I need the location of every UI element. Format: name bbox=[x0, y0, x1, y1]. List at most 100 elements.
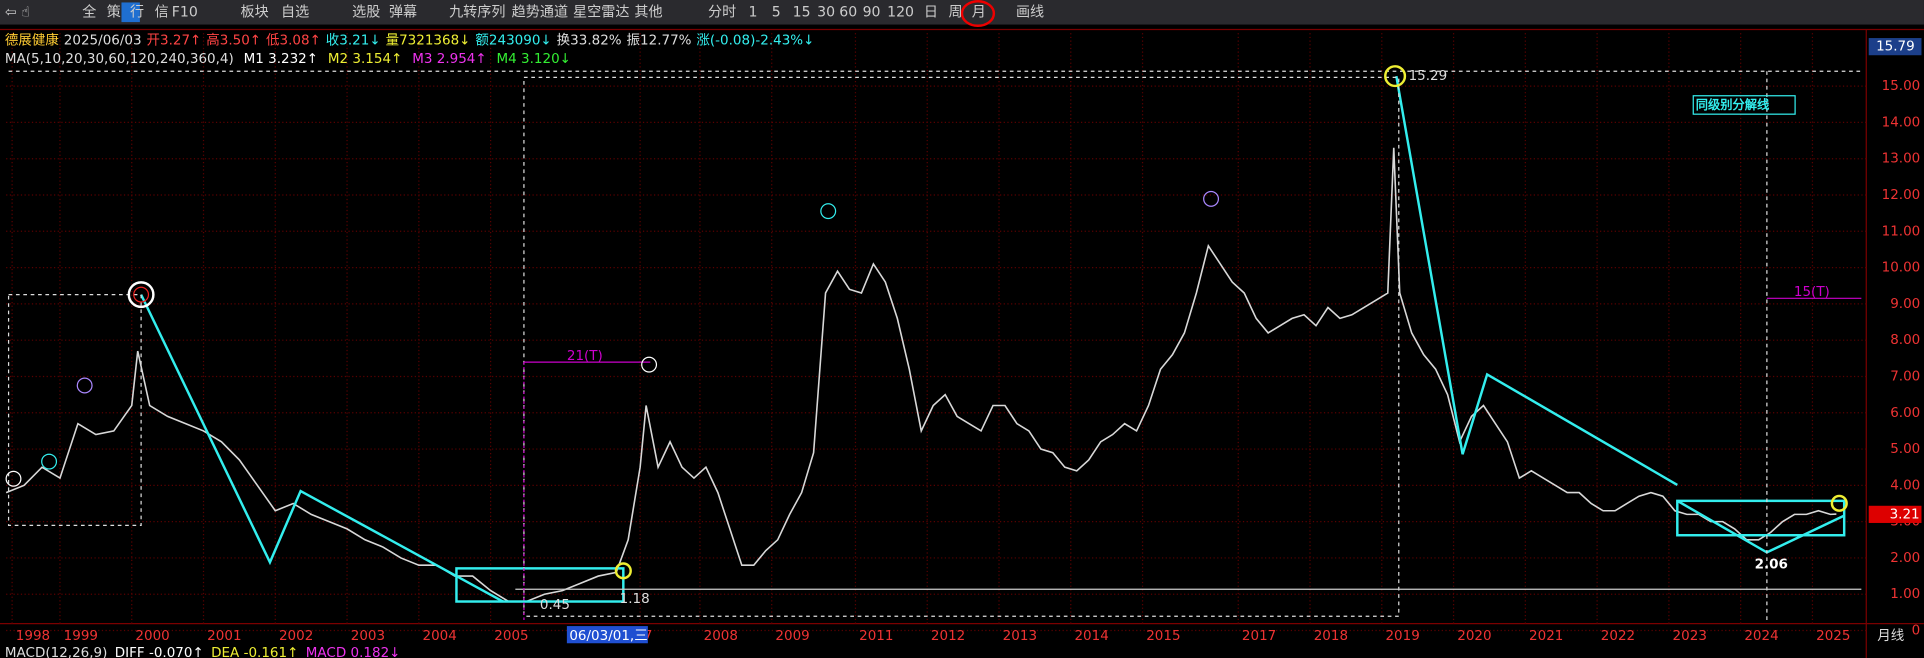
period: 月线 bbox=[1877, 628, 1904, 644]
marker bbox=[1203, 190, 1220, 207]
toolbar-item[interactable]: 周 bbox=[948, 4, 962, 20]
macd-field: DIFF -0.070↑ bbox=[115, 645, 204, 658]
toolbar-item[interactable]: 日 bbox=[924, 4, 938, 20]
toolbar-item[interactable]: 5 bbox=[772, 4, 781, 20]
toolbar-item[interactable]: 月 bbox=[972, 4, 986, 20]
x-tick-label: 2020 bbox=[1457, 628, 1491, 644]
x-tick-label: 2013 bbox=[1003, 628, 1037, 644]
toolbar-item[interactable]: 60 bbox=[839, 4, 857, 20]
ma-row: MA(5,10,20,30,60,120,240,360,4) M1 3.232↑… bbox=[5, 51, 571, 67]
x-tick-label: 2025 bbox=[1816, 628, 1850, 644]
toolbar-item[interactable]: 30 bbox=[817, 4, 835, 20]
y-tick-label: 14.00 bbox=[1882, 114, 1921, 130]
info-field: 高3.50↑ bbox=[206, 32, 261, 49]
y-tick-label: 11.00 bbox=[1882, 223, 1921, 239]
toolbar-item[interactable]: 其他 bbox=[634, 4, 662, 20]
cursor-box bbox=[566, 626, 648, 644]
trend-line bbox=[1676, 499, 1845, 554]
toolbar-item[interactable]: 120 bbox=[887, 4, 914, 20]
info-field: 额243090↓ bbox=[475, 33, 551, 49]
toolbar-item[interactable]: 选股 bbox=[352, 4, 380, 20]
info-row: 德展健康 2025/06/03 开3.27↑ 高3.50↑ 低3.08↑ 收3.21↓ 量7… bbox=[5, 32, 815, 49]
dashed-box bbox=[7, 294, 142, 527]
annotation: 21(T) bbox=[567, 348, 603, 364]
x-tick-label: 7 bbox=[644, 628, 653, 644]
toolbar-item[interactable]: 自选 bbox=[281, 4, 309, 20]
toolbar-item[interactable]: 行 bbox=[130, 4, 144, 20]
macd-label: MACD(12,26,9) bbox=[5, 645, 108, 658]
marker bbox=[1830, 494, 1848, 512]
last-price: 3.21 bbox=[1890, 506, 1920, 522]
annotation: 0.45 bbox=[540, 597, 570, 613]
x-tick-label: 2024 bbox=[1744, 628, 1778, 644]
x-tick-label: 2003 bbox=[351, 628, 385, 644]
marker bbox=[641, 356, 658, 373]
ma-field: M2 3.154↑ bbox=[328, 51, 402, 67]
toolbar-item[interactable]: 分时 bbox=[708, 4, 736, 20]
plot: 01.002.003.004.005.006.007.008.009.0010.… bbox=[5, 33, 1921, 644]
toolbar-item[interactable]: 90 bbox=[863, 4, 881, 20]
trend-line bbox=[139, 294, 504, 603]
toolbar-item[interactable]: 全 bbox=[82, 3, 96, 20]
toolbar-item[interactable]: 九转序列 bbox=[449, 4, 505, 20]
toolbar-item[interactable]: 板块 bbox=[240, 4, 268, 20]
macd-field: DEA -0.161↑ bbox=[211, 645, 298, 658]
x-tick-label: 2021 bbox=[1529, 628, 1563, 644]
active-bg bbox=[121, 2, 140, 23]
marker bbox=[5, 470, 22, 487]
x-tick-label: 2015 bbox=[1146, 628, 1180, 644]
y-tick-label: 12.00 bbox=[1882, 187, 1921, 203]
marker bbox=[820, 203, 837, 220]
x-tick-label: 1999 bbox=[64, 628, 98, 644]
ma-field: M1 3.232↑ bbox=[244, 51, 318, 67]
y-tick-label: 4.00 bbox=[1890, 477, 1920, 493]
box bbox=[1676, 499, 1846, 537]
x-tick-label: 2023 bbox=[1673, 628, 1707, 644]
info-field: 低3.08↑ bbox=[266, 33, 321, 49]
macd-field: MACD 0.182↓ bbox=[306, 645, 401, 658]
annotation: 2.06 bbox=[1755, 557, 1788, 573]
x-tick-label: 2005 bbox=[494, 628, 528, 644]
cursor-label: 06/03/01,三 bbox=[569, 628, 647, 644]
ma-label: MA(5,10,20,30,60,120,240,360,4) bbox=[5, 51, 234, 67]
x-tick-label: 2018 bbox=[1314, 628, 1348, 644]
y-tick-label: 2.00 bbox=[1890, 550, 1920, 566]
stock-name: 德展健康 bbox=[5, 32, 59, 49]
toolbar-item[interactable]: 星空雷达 bbox=[573, 4, 629, 20]
toolbar-item[interactable]: 画线 bbox=[1016, 4, 1044, 20]
icon[interactable]: ⇦ ☝ bbox=[5, 4, 30, 20]
x-tick-label: 2017 bbox=[1242, 628, 1276, 644]
label-box bbox=[1692, 95, 1796, 115]
y-tick-label: 8.00 bbox=[1890, 332, 1920, 348]
info-field: 换33.82% bbox=[557, 33, 622, 49]
y-tick-label: 0 bbox=[1912, 623, 1921, 639]
y-tick-label: 15.00 bbox=[1882, 78, 1921, 94]
marker bbox=[614, 562, 632, 580]
marker bbox=[76, 377, 93, 394]
price-box bbox=[1868, 38, 1922, 56]
toolbar-item[interactable]: 趋势通道 bbox=[512, 4, 568, 20]
x-tick-label: 2008 bbox=[704, 628, 738, 644]
toolbar-item[interactable]: 信 bbox=[155, 4, 169, 20]
annotation: 15.29 bbox=[1409, 68, 1448, 84]
x-tick-label: 2011 bbox=[859, 628, 893, 644]
marker bbox=[133, 286, 150, 303]
toolbar-item[interactable]: F10 bbox=[172, 4, 198, 20]
toolbar-item[interactable]: 15 bbox=[793, 4, 811, 20]
ma-field: M4 3.120↓ bbox=[497, 51, 571, 67]
marker bbox=[1384, 65, 1407, 88]
toolbar-item[interactable]: 1 bbox=[748, 4, 757, 20]
y-tick-label: 6.00 bbox=[1890, 405, 1920, 421]
price-box bbox=[1868, 505, 1922, 523]
info-field: 涨(-0.08)-2.43%↓ bbox=[696, 33, 814, 49]
toolbar-item[interactable]: 策 bbox=[107, 3, 121, 20]
info-field: 量7321368↓ bbox=[386, 33, 471, 49]
y-tick-label: 1.00 bbox=[1890, 586, 1920, 602]
x-tick-label: 2000 bbox=[135, 628, 169, 644]
trend-line bbox=[1395, 75, 1678, 486]
x-tick-label: 2001 bbox=[207, 628, 241, 644]
info-field: 开3.27↑ bbox=[147, 33, 202, 49]
toolbar-item[interactable]: 弹幕 bbox=[389, 4, 417, 20]
